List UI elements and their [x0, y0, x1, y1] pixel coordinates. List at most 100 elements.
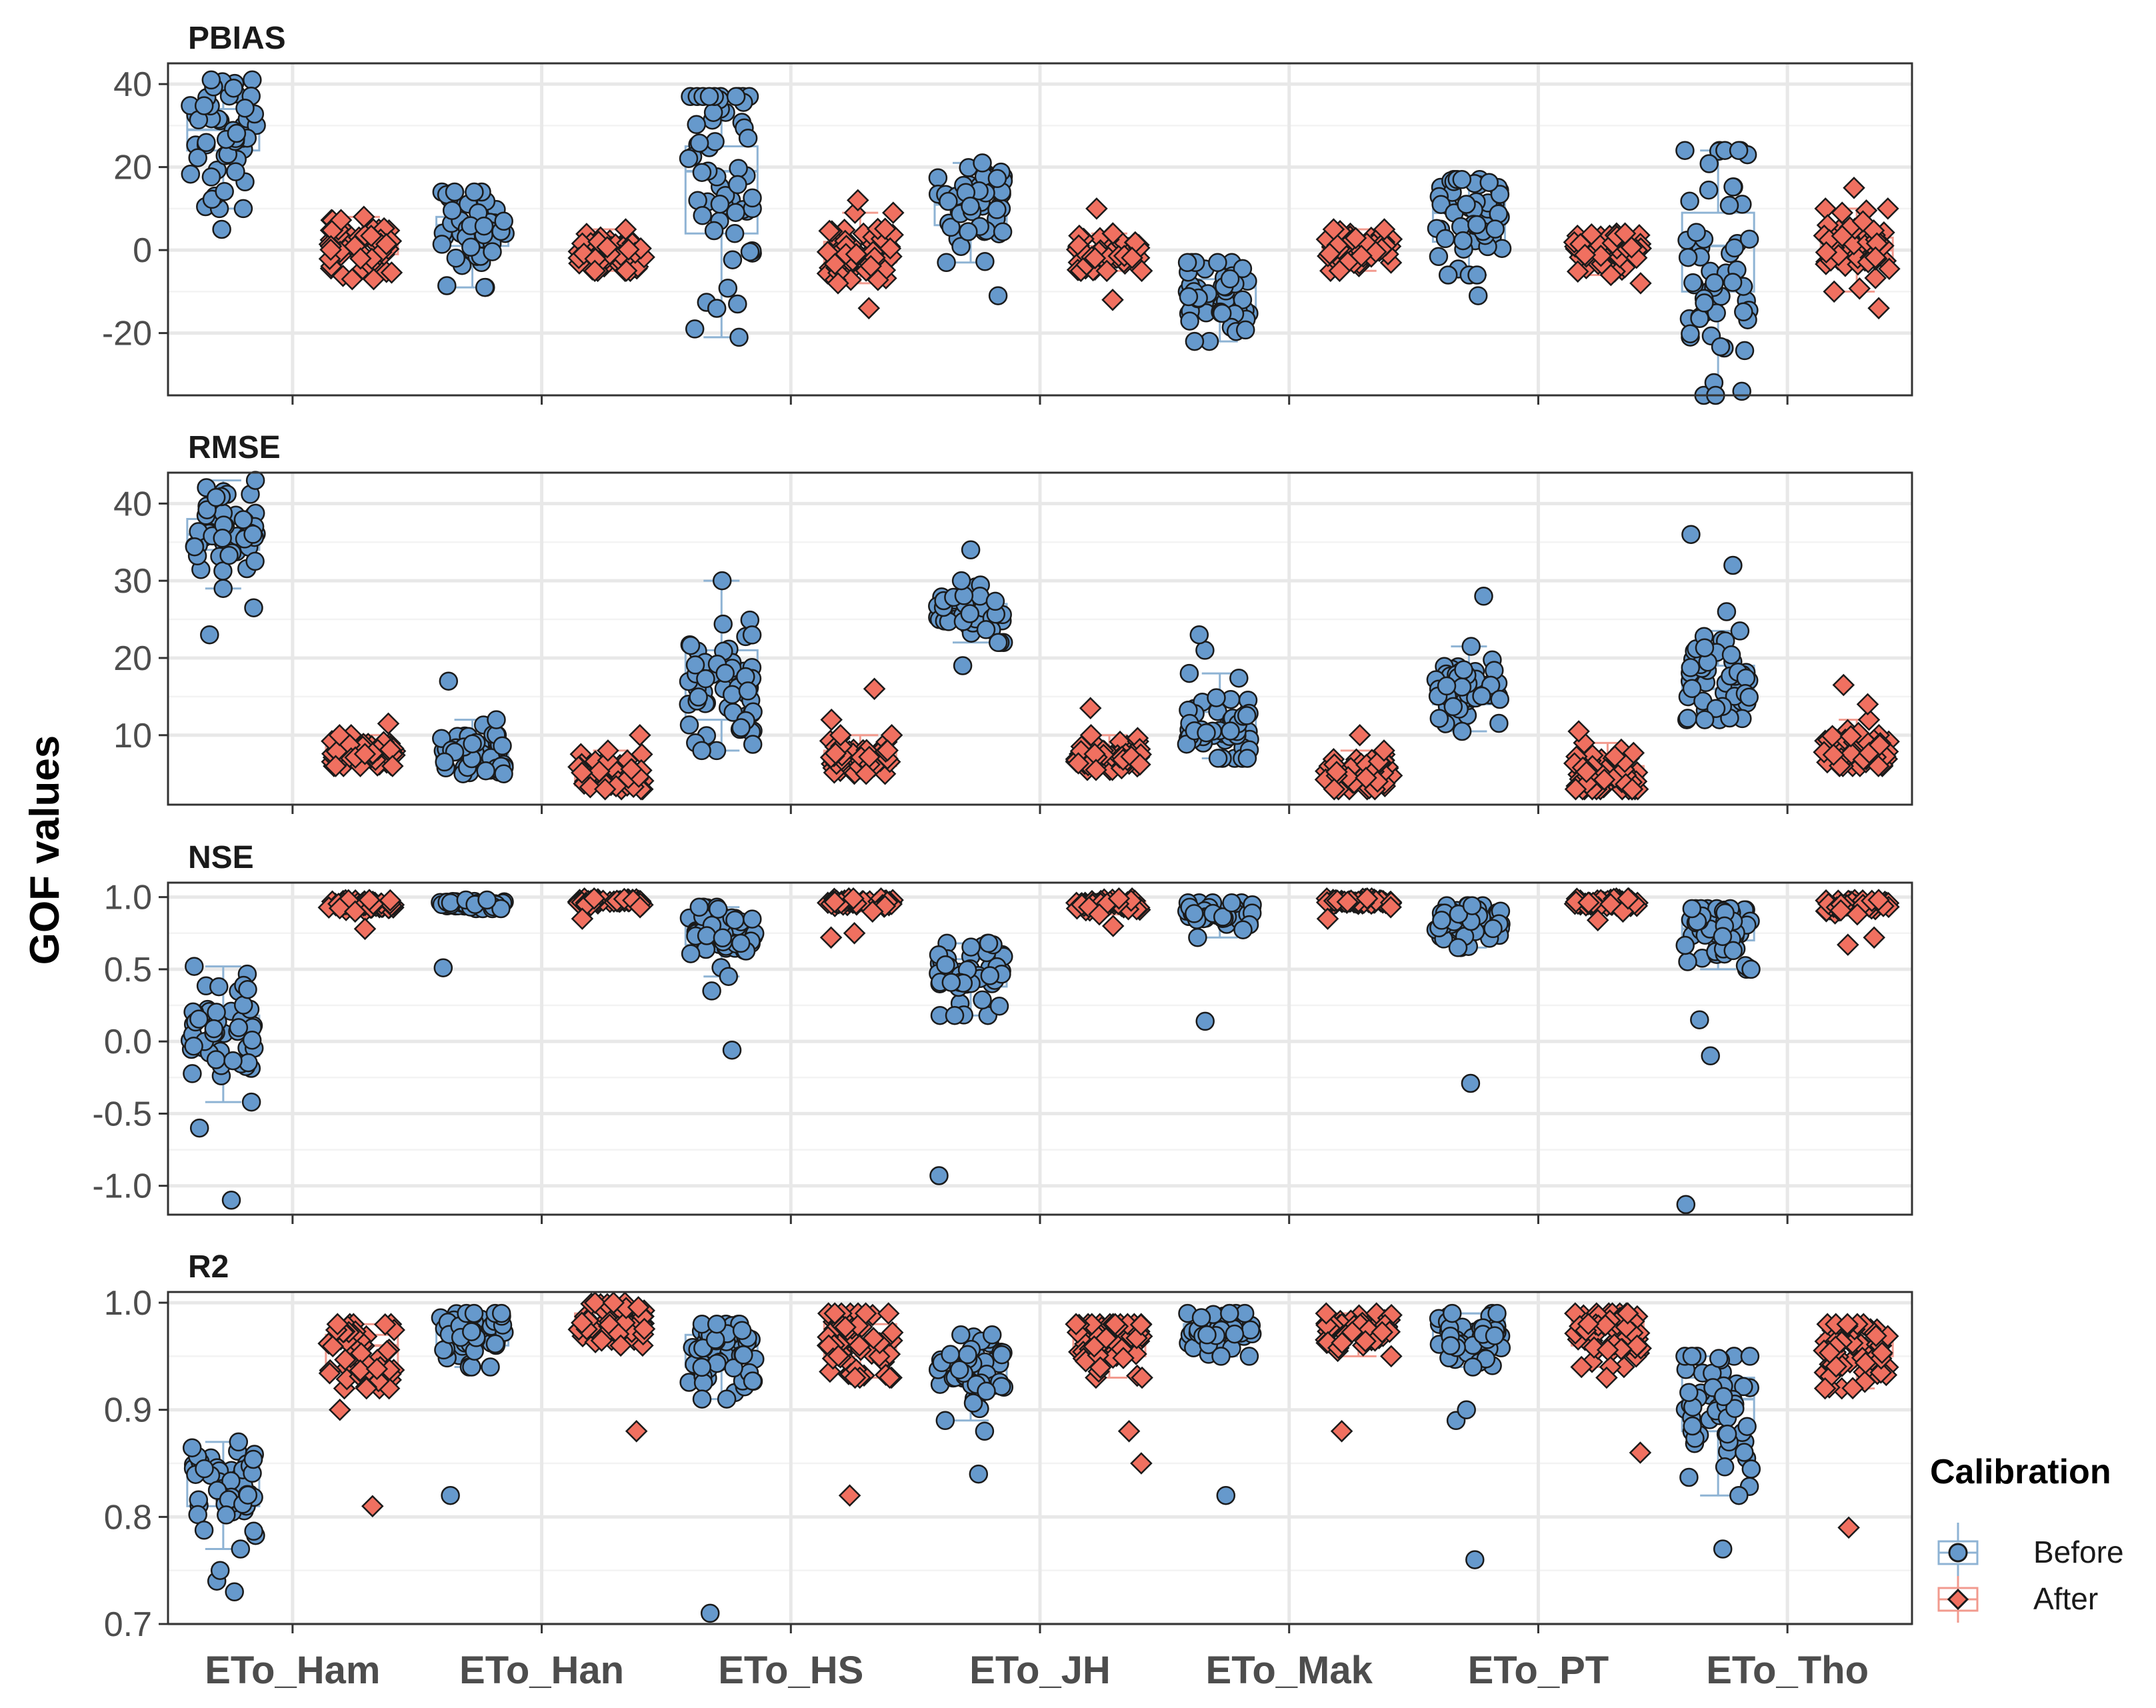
data-point-before	[1711, 337, 1731, 357]
data-point-after	[1815, 241, 1838, 264]
data-point-before	[681, 635, 701, 655]
data-point-after	[596, 236, 619, 259]
data-point-before	[696, 669, 715, 689]
data-point-before	[1437, 676, 1457, 696]
panel-title: R2	[188, 1249, 229, 1285]
data-point-before	[1682, 679, 1702, 699]
data-point-before	[1734, 302, 1753, 322]
data-point-before	[1442, 1303, 1462, 1323]
y-tick-label: 0.5	[104, 951, 152, 989]
data-point-after	[583, 887, 605, 910]
data-point-before	[188, 1505, 207, 1525]
data-point-before	[692, 163, 712, 182]
data-point-before	[705, 1330, 725, 1349]
box-after-eto_ham	[321, 712, 407, 777]
legend-after-marker	[1947, 1588, 1969, 1611]
data-point-after	[1567, 720, 1590, 743]
data-point-after	[358, 889, 381, 911]
data-point-after	[818, 219, 841, 243]
data-point-before	[975, 1421, 995, 1441]
data-point-before	[1715, 1457, 1735, 1477]
data-point-after	[1599, 263, 1623, 287]
box-before-eto_mak	[1177, 893, 1262, 1031]
data-point-before	[441, 1485, 460, 1505]
data-point-before	[474, 216, 494, 236]
data-point-after	[1865, 1324, 1887, 1347]
data-point-after	[1831, 225, 1854, 247]
data-point-before	[1463, 1357, 1483, 1377]
data-point-before	[989, 996, 1009, 1016]
data-point-after	[1843, 177, 1865, 199]
data-point-before	[475, 277, 495, 297]
data-point-before	[242, 1030, 262, 1050]
data-point-before	[712, 571, 732, 591]
data-point-before	[979, 933, 999, 953]
data-point-before	[685, 319, 705, 339]
y-tick-label: 0	[133, 231, 152, 270]
data-point-before	[973, 990, 992, 1010]
y-tick-label: 0.9	[104, 1391, 152, 1430]
data-point-before	[731, 933, 751, 953]
data-point-after	[353, 917, 377, 941]
box-after-eto_hs	[817, 887, 904, 949]
data-point-after	[326, 1313, 349, 1335]
y-tick-label: -0.5	[92, 1095, 152, 1133]
data-point-before	[1489, 713, 1509, 733]
data-point-before	[988, 286, 1008, 305]
data-point-before	[1233, 259, 1253, 279]
data-point-before	[204, 1019, 224, 1039]
panel-r2: 1.0 0.9 0.8 0.7 R2	[104, 1249, 1913, 1644]
data-point-before	[1239, 1347, 1259, 1366]
box-before-eto_han	[432, 671, 514, 783]
data-point-after	[1348, 724, 1371, 747]
data-point-after	[614, 218, 637, 241]
data-point-after	[380, 261, 403, 284]
data-point-after	[1323, 778, 1346, 801]
data-point-before	[1429, 709, 1449, 728]
data-point-after	[321, 1335, 344, 1358]
data-point-after	[583, 259, 606, 283]
data-point-before	[715, 663, 735, 683]
data-point-before	[1241, 1320, 1260, 1340]
data-point-before	[935, 1411, 955, 1431]
data-point-after	[349, 1359, 372, 1382]
x-tick-label: ETo_Ham	[205, 1649, 380, 1692]
data-point-before	[1208, 749, 1228, 768]
data-point-after	[1101, 289, 1124, 311]
data-point-before	[976, 620, 996, 639]
data-point-before	[1431, 195, 1451, 214]
legend-key-after	[1937, 1576, 1979, 1623]
y-tick-label: 10	[113, 717, 152, 755]
data-point-before	[719, 967, 739, 986]
data-point-before	[1676, 1195, 1696, 1215]
box-before-eto_mak	[1177, 625, 1259, 768]
data-point-before	[1741, 1459, 1761, 1479]
data-point-before	[679, 149, 699, 169]
box-before-eto_pt	[1426, 587, 1509, 741]
legend-label-before: Before	[2033, 1535, 2124, 1569]
data-point-before	[206, 1050, 226, 1069]
data-point-before	[225, 1582, 244, 1602]
data-point-before	[1438, 265, 1458, 285]
box-after-eto_mak	[1315, 1302, 1403, 1443]
data-point-after	[1104, 1313, 1127, 1335]
data-point-before	[929, 1166, 949, 1185]
box-before-eto_pt	[1426, 896, 1511, 1093]
data-point-before	[717, 1389, 737, 1409]
data-point-before	[243, 70, 262, 90]
data-point-after	[1355, 887, 1379, 910]
data-point-before	[977, 1381, 996, 1401]
data-point-after	[373, 1313, 397, 1336]
box-after-eto_hs	[816, 189, 905, 320]
data-point-before	[1235, 320, 1255, 340]
data-point-after	[827, 1344, 850, 1367]
data-point-before	[194, 96, 214, 115]
data-point-before	[1179, 287, 1199, 307]
panel-border	[167, 62, 1913, 397]
data-point-before	[1467, 265, 1487, 285]
data-point-before	[992, 1345, 1011, 1365]
box-before-eto_hs	[679, 1314, 765, 1623]
data-point-before	[245, 471, 265, 490]
data-point-before	[1682, 899, 1702, 919]
data-point-before	[233, 995, 253, 1015]
